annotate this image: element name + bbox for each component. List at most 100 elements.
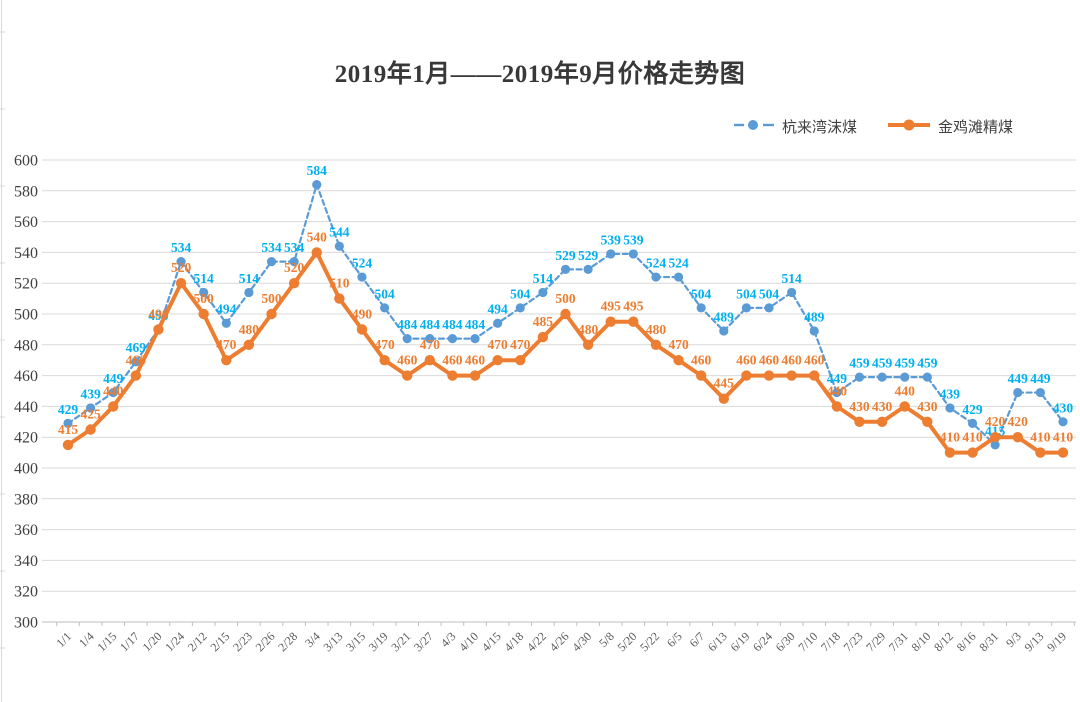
data-label: 514 bbox=[782, 271, 803, 286]
data-point bbox=[650, 339, 662, 350]
y-axis-label: 400 bbox=[14, 461, 38, 478]
data-label: 514 bbox=[194, 271, 215, 286]
data-label: 539 bbox=[623, 232, 644, 247]
data-label: 469 bbox=[126, 340, 147, 355]
data-point bbox=[175, 278, 187, 289]
data-point bbox=[424, 355, 436, 366]
data-label: 440 bbox=[103, 383, 124, 398]
data-label: 460 bbox=[442, 353, 463, 368]
x-axis-label: 1/15 bbox=[94, 629, 119, 654]
data-point bbox=[379, 303, 390, 313]
x-axis-label: 4/26 bbox=[547, 629, 572, 654]
chart-title: 2019年1月——2019年9月价格走势图 bbox=[334, 61, 746, 88]
data-point bbox=[63, 418, 73, 428]
data-label: 484 bbox=[420, 317, 441, 332]
data-point bbox=[198, 308, 209, 320]
data-point bbox=[560, 264, 571, 274]
x-axis-label: 6/13 bbox=[705, 629, 730, 654]
data-label: 410 bbox=[1053, 430, 1074, 445]
y-axis-label: 300 bbox=[14, 615, 38, 632]
x-axis-label: 2/12 bbox=[185, 629, 210, 654]
data-label: 449 bbox=[103, 371, 124, 386]
data-label: 430 bbox=[849, 399, 870, 414]
data-point bbox=[1058, 417, 1068, 427]
x-axis-label: 4/10 bbox=[456, 629, 481, 654]
data-label: 420 bbox=[985, 414, 1006, 429]
x-axis-label: 5/8 bbox=[596, 629, 617, 650]
data-point bbox=[651, 272, 661, 282]
data-label: 584 bbox=[307, 163, 328, 178]
data-point bbox=[673, 272, 684, 282]
data-label: 510 bbox=[329, 276, 350, 291]
dashed-line-dot-marker-icon bbox=[733, 118, 775, 136]
x-axis-label: 4/18 bbox=[501, 629, 526, 654]
x-axis-label: 9/3 bbox=[1003, 629, 1024, 650]
x-axis-label: 9/19 bbox=[1044, 629, 1069, 654]
data-label: 480 bbox=[646, 322, 667, 337]
data-point bbox=[1035, 447, 1046, 458]
data-label: 514 bbox=[533, 271, 554, 286]
y-axis-label: 460 bbox=[14, 368, 38, 385]
data-point bbox=[447, 334, 458, 344]
data-point bbox=[266, 257, 277, 267]
data-point bbox=[809, 370, 820, 381]
y-axis-label: 540 bbox=[14, 245, 38, 262]
data-point bbox=[62, 439, 74, 451]
x-axis-label: 3/4 bbox=[302, 629, 323, 650]
x-axis-label: 6/19 bbox=[728, 629, 753, 654]
data-label: 500 bbox=[555, 291, 576, 306]
y-axis-label: 580 bbox=[14, 183, 38, 200]
data-point bbox=[108, 401, 119, 412]
data-point bbox=[967, 418, 978, 428]
data-label: 430 bbox=[917, 399, 938, 414]
data-point bbox=[854, 372, 865, 382]
data-label: 470 bbox=[510, 337, 531, 352]
data-point bbox=[560, 308, 571, 320]
data-label: 504 bbox=[736, 286, 757, 301]
data-point bbox=[515, 355, 526, 366]
data-label: 429 bbox=[58, 402, 79, 417]
data-label: 470 bbox=[420, 337, 441, 352]
x-axis-label: 8/10 bbox=[908, 629, 933, 654]
data-point bbox=[628, 249, 638, 259]
data-point bbox=[334, 293, 345, 304]
y-axis-label: 420 bbox=[14, 430, 38, 447]
data-label: 440 bbox=[895, 383, 916, 398]
data-label: 495 bbox=[623, 299, 644, 314]
x-axis-label: 8/12 bbox=[931, 629, 956, 654]
data-point bbox=[470, 334, 480, 344]
data-label: 425 bbox=[80, 407, 101, 422]
data-point bbox=[199, 287, 209, 298]
data-point bbox=[131, 357, 141, 367]
data-label: 459 bbox=[917, 356, 938, 371]
x-axis-label: 1/20 bbox=[140, 629, 165, 654]
data-point bbox=[86, 403, 96, 413]
data-point bbox=[130, 370, 142, 381]
data-point bbox=[334, 241, 344, 251]
data-point bbox=[492, 355, 503, 366]
data-label: 520 bbox=[171, 260, 192, 275]
data-label: 529 bbox=[555, 248, 576, 263]
x-axis-label: 2/28 bbox=[275, 629, 300, 654]
data-point bbox=[876, 416, 888, 427]
data-label: 410 bbox=[1030, 430, 1051, 445]
x-axis-label: 3/13 bbox=[320, 629, 345, 654]
x-axis-label: 1/1 bbox=[53, 629, 74, 650]
data-label: 504 bbox=[510, 286, 531, 301]
data-point bbox=[967, 447, 978, 458]
data-label: 514 bbox=[239, 271, 260, 286]
data-label: 534 bbox=[261, 240, 282, 255]
data-point bbox=[425, 334, 435, 344]
data-point bbox=[356, 324, 368, 335]
x-axis-label: 7/10 bbox=[795, 629, 820, 654]
data-point bbox=[695, 370, 707, 381]
data-label: 490 bbox=[352, 306, 373, 321]
data-label: 540 bbox=[307, 229, 328, 244]
data-point bbox=[244, 287, 254, 298]
data-point bbox=[447, 370, 458, 381]
data-label: 470 bbox=[374, 337, 395, 352]
x-axis-label: 3/19 bbox=[366, 629, 391, 654]
x-axis-label: 4/3 bbox=[438, 629, 459, 650]
